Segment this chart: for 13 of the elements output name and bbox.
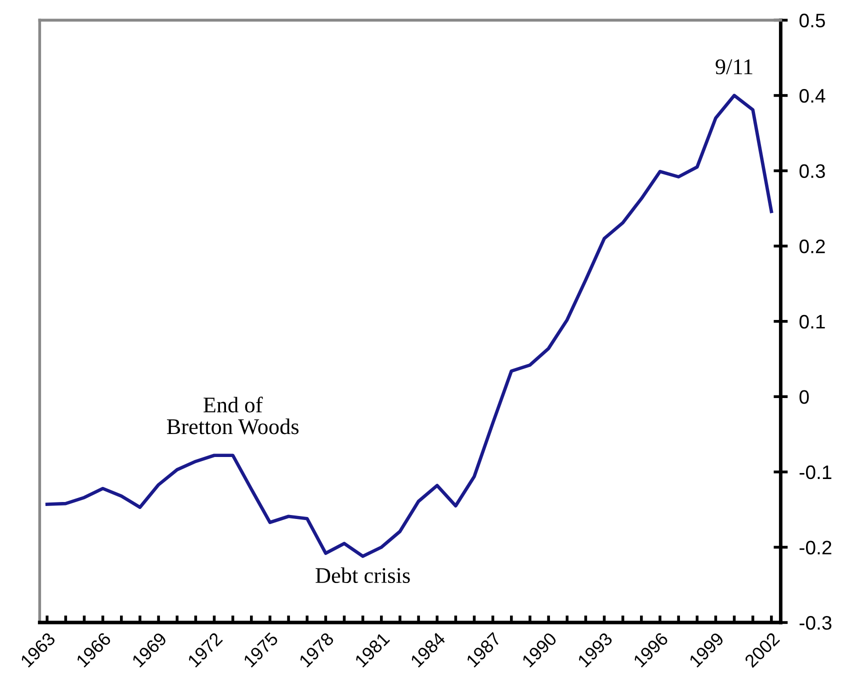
y-tick-label: 0.5 bbox=[800, 14, 825, 28]
y-tick-label: -0.3 bbox=[800, 616, 832, 630]
annotation: End of Bretton Woods bbox=[166, 396, 299, 434]
y-tick-label: -0.2 bbox=[800, 540, 832, 554]
y-tick-label: 0.3 bbox=[800, 164, 825, 178]
annotation: Debt crisis bbox=[316, 567, 410, 584]
y-tick-label: 0.1 bbox=[800, 314, 825, 329]
line-series bbox=[45, 94, 774, 558]
y-tick-label: 0 bbox=[800, 390, 809, 404]
y-tick-label: 0.2 bbox=[800, 240, 825, 254]
annotation: 9/11 bbox=[716, 59, 752, 74]
y-tick-label: 0.4 bbox=[800, 88, 826, 103]
y-tick-label: -0.1 bbox=[800, 465, 832, 480]
